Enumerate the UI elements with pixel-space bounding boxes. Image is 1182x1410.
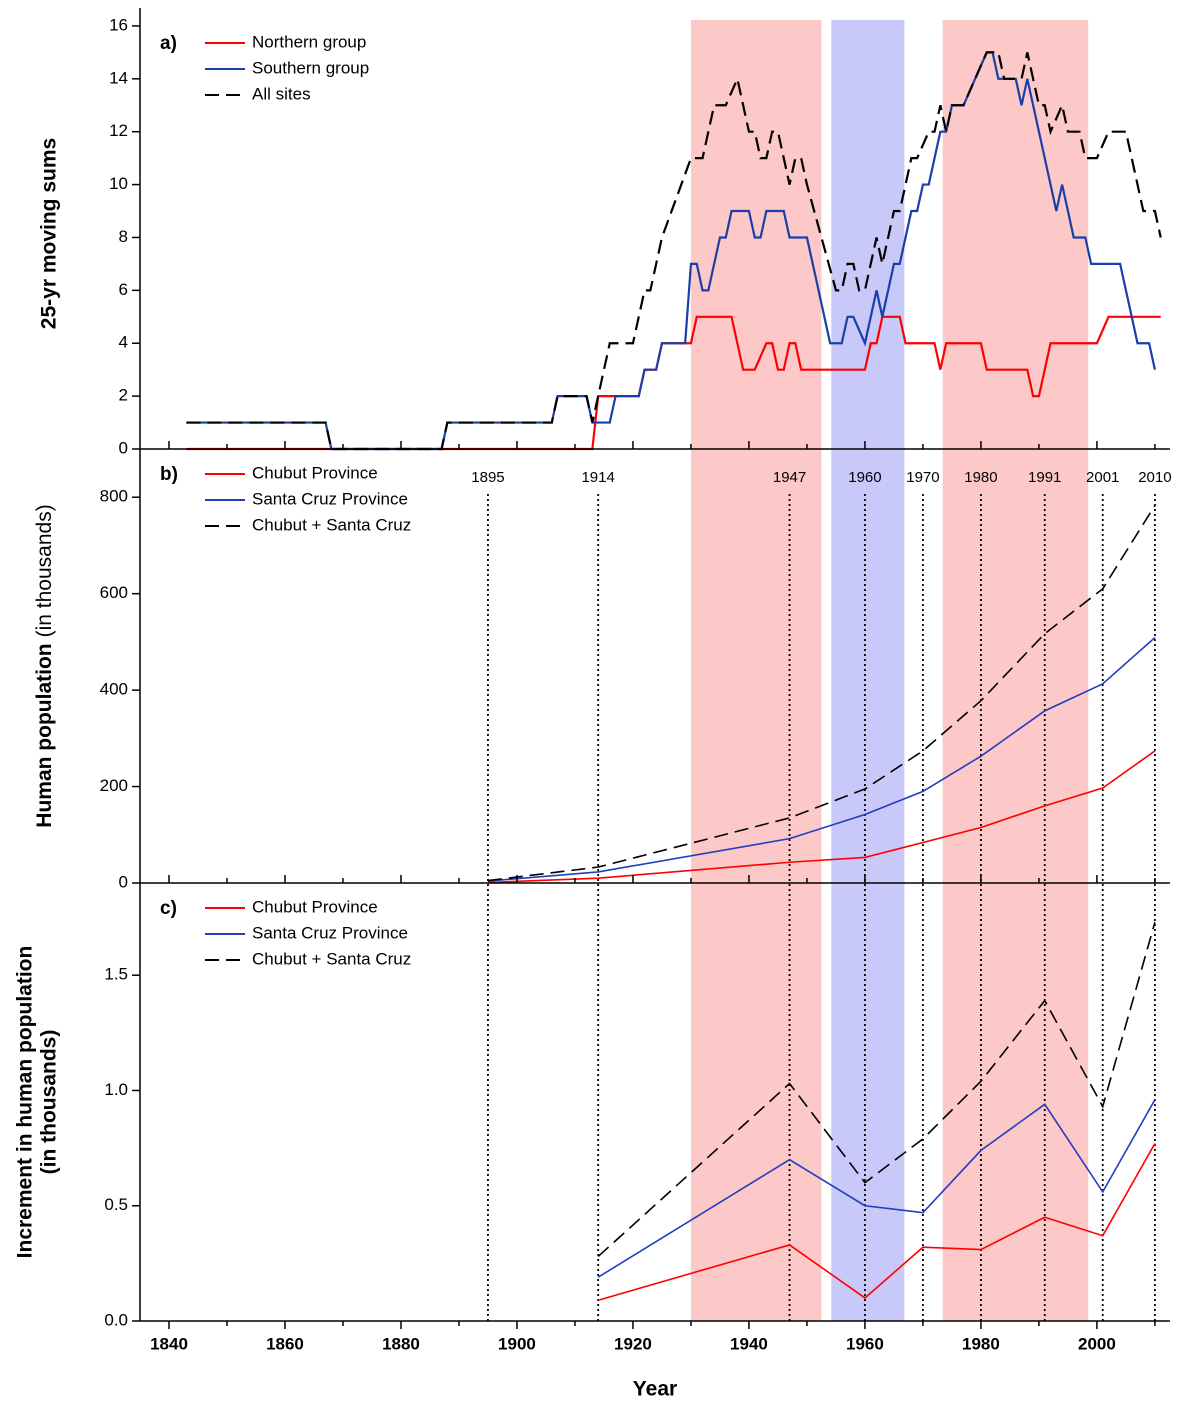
panel-label: c) (160, 898, 177, 919)
x-tick-label: 1860 (266, 1334, 304, 1353)
y-tick-label: 8 (119, 227, 128, 246)
legend-label: Southern group (252, 58, 369, 77)
x-tick-label: 1960 (846, 1334, 884, 1353)
y-tick-label: 200 (100, 776, 128, 795)
shaded-period (690, 20, 822, 1321)
y-tick-label: 0 (119, 438, 128, 457)
x-tick-label: 2000 (1078, 1334, 1116, 1353)
series-line (487, 750, 1156, 884)
legend-label: Chubut Province (252, 463, 378, 482)
census-label: 2001 (1086, 469, 1119, 486)
x-tick-label: 1940 (730, 1334, 768, 1353)
census-label: 1947 (773, 469, 806, 486)
panel: 0 2 4 6 8 10 12 14 16 Northern group Southern grou… (38, 15, 1170, 457)
census-label: 1895 (471, 469, 504, 486)
legend-label: Santa Cruz Province (252, 923, 408, 942)
y-tick-label: 6 (119, 280, 128, 299)
x-tick-label: 1920 (614, 1334, 652, 1353)
x-tick-label: 1880 (382, 1334, 420, 1353)
shaded-period (942, 20, 1089, 1321)
legend-label: All sites (252, 84, 311, 103)
x-tick-label: 1840 (150, 1334, 188, 1353)
y-axis-label-note: (in thousands) (38, 1030, 61, 1175)
y-tick-label: 800 (100, 487, 128, 506)
y-tick-label: 12 (109, 121, 128, 140)
series-line (186, 51, 1156, 451)
y-tick-label: 0 (119, 872, 128, 891)
y-tick-label: 0.0 (104, 1310, 128, 1329)
census-label: 1970 (906, 469, 939, 486)
legend-label: Chubut + Santa Cruz (252, 949, 411, 968)
panel: 0 200 400 600 800 Chubut Province Santa Cruz P… (33, 463, 1170, 891)
legend-label: Chubut + Santa Cruz (252, 515, 411, 534)
y-tick-label: 14 (109, 68, 128, 87)
legend-label: Santa Cruz Province (252, 489, 408, 508)
legend-label: Northern group (252, 32, 366, 51)
y-tick-label: 600 (100, 583, 128, 602)
panel-label: b) (160, 464, 178, 485)
y-axis-label: Human population (in thousands) (33, 504, 56, 827)
panel: 0.0 0.5 1.0 1.5 Chubut Province Santa Cruz Pr… (14, 897, 1170, 1329)
census-label: 1914 (581, 469, 614, 486)
x-axis-label: Year (633, 1378, 677, 1401)
census-label: 1991 (1028, 469, 1061, 486)
legend-label: Chubut Province (252, 897, 378, 916)
y-tick-label: 1.5 (104, 965, 128, 984)
shaded-period (831, 20, 905, 1321)
series-line (186, 51, 1162, 451)
y-axis-label-main: Human population (33, 643, 56, 827)
series-line (597, 921, 1156, 1258)
y-tick-label: 10 (109, 174, 128, 193)
census-label: 1960 (848, 469, 881, 486)
census-label: 1980 (964, 469, 997, 486)
series-line (597, 1099, 1156, 1278)
y-tick-label: 4 (119, 333, 128, 352)
series-line (487, 636, 1156, 882)
x-tick-label: 1980 (962, 1334, 1000, 1353)
panel-label: a) (160, 33, 177, 54)
y-axis-label: 25-yr moving sums (38, 138, 61, 329)
y-axis-label: Increment in human population (14, 946, 37, 1259)
y-tick-label: 400 (100, 680, 128, 699)
x-tick-label: 1900 (498, 1334, 536, 1353)
y-tick-label: 16 (109, 15, 128, 34)
y-axis-label-note: (in thousands) (33, 504, 56, 637)
series-line (487, 504, 1156, 882)
y-tick-label: 2 (119, 386, 128, 405)
y-tick-label: 1.0 (104, 1080, 128, 1099)
y-tick-label: 0.5 (104, 1195, 128, 1214)
series-line (597, 1143, 1156, 1302)
census-label: 2010 (1138, 469, 1171, 486)
